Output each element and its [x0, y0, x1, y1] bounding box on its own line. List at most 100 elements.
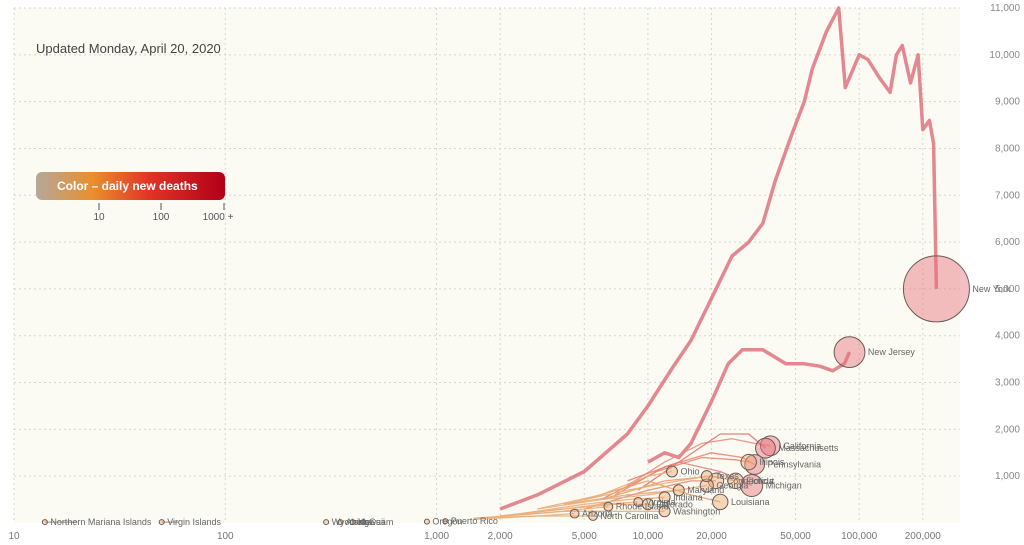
- legend-tick-1000: 1000 +: [203, 212, 234, 223]
- bubble-north-carolina: [588, 511, 598, 521]
- bubble-new-york: [902, 255, 970, 323]
- y-tick-label-3: 4,000: [995, 331, 1020, 342]
- bubble-louisiana: [712, 493, 729, 511]
- bubble-florida: [727, 472, 744, 490]
- bubble-virgin-islands: [158, 519, 165, 526]
- bubble-hawaii: [349, 519, 356, 526]
- color-legend: Color – daily new deaths 10 100 1000 +: [36, 172, 234, 223]
- legend-gradient-bar: [36, 172, 225, 200]
- series-line-louisiana: [584, 480, 721, 503]
- bubble-indiana: [658, 491, 671, 504]
- x-tick-label-1: 100: [217, 531, 234, 542]
- label-connecticut: Connecticut: [727, 476, 775, 486]
- label-alaska: Alaska: [346, 517, 373, 527]
- label-massachusetts: Massachusetts: [778, 443, 839, 453]
- label-new-york: New York: [972, 284, 1011, 294]
- bubble-michigan: [740, 474, 764, 498]
- series-lines: [44, 6, 939, 523]
- y-tick-label-2: 3,000: [995, 378, 1020, 389]
- bubble-maryland: [672, 484, 685, 497]
- series-line-texas: [563, 475, 707, 505]
- series-line-north-carolina: [473, 515, 593, 520]
- x-tick-label-6: 20,000: [696, 531, 727, 542]
- bubbles: [41, 255, 970, 526]
- bubble-illinois: [740, 453, 757, 471]
- series-line-maryland: [537, 489, 679, 510]
- y-tick-label-5: 6,000: [995, 237, 1020, 248]
- bubble-wyoming: [323, 519, 330, 526]
- bubble-ohio: [665, 465, 678, 478]
- bubble-puerto-rico: [442, 518, 449, 525]
- bubble-virginia: [633, 497, 644, 507]
- x-axis-ticks: 10 100 1,000 2,000 5,000 10,000 20,000 50,000 10…: [8, 531, 941, 542]
- label-north-carolina: North Carolina: [600, 511, 658, 521]
- y-tick-label-10: 11,000: [990, 3, 1020, 14]
- label-virginia: Virginia: [646, 497, 676, 507]
- bubble-massachusetts: [755, 437, 776, 459]
- series-line-massachusetts: [637, 433, 766, 491]
- legend-tick-10: 10: [93, 212, 105, 223]
- bubble-new-jersey: [833, 336, 866, 369]
- bubble-northern-mariana-islands: [41, 519, 48, 526]
- series-line-rhode-island: [473, 505, 609, 519]
- y-tick-label-8: 9,000: [995, 97, 1020, 108]
- label-rhode-island: Rhode Island: [616, 502, 669, 512]
- y-tick-label-1: 2,000: [995, 424, 1020, 435]
- bubble-rhode-island: [603, 501, 614, 512]
- x-tick-label-9: 200,000: [905, 531, 942, 542]
- plot-area: [14, 8, 960, 523]
- label-illinois: Illinois: [759, 457, 785, 467]
- label-maryland: Maryland: [687, 485, 724, 495]
- label-indiana: Indiana: [673, 492, 703, 502]
- bubble-alaska: [337, 519, 344, 526]
- label-washington: Washington: [673, 506, 720, 516]
- label-new-jersey: New Jersey: [868, 347, 916, 357]
- series-line-new-york: [499, 6, 939, 511]
- label-guam: Guam: [369, 517, 394, 527]
- legend-tick-100: 100: [153, 212, 170, 223]
- gridlines: [13, 7, 960, 523]
- x-tick-label-7: 50,000: [780, 531, 811, 542]
- label-ohio: Ohio: [680, 467, 699, 477]
- label-california: California: [783, 441, 821, 451]
- y-tick-label-9: 10,000: [989, 50, 1020, 61]
- updated-date: Updated Monday, April 20, 2020: [36, 41, 221, 56]
- y-tick-label-4: 5,000: [995, 284, 1020, 295]
- label-arizona: Arizona: [582, 509, 613, 519]
- x-tick-label-4: 5,000: [572, 531, 597, 542]
- label-florida: Florida: [746, 476, 774, 486]
- bubble-texas: [700, 470, 713, 483]
- label-pennsylvania: Pennsylvania: [768, 459, 822, 469]
- x-tick-label-5: 10,000: [633, 531, 664, 542]
- x-tick-label-3: 2,000: [488, 531, 513, 542]
- label-northern-mariana-islands: Northern Mariana Islands: [50, 517, 152, 527]
- series-labels: New York New Jersey CaliforniaMassachusett…: [50, 284, 1011, 527]
- series-line-georgia: [563, 484, 707, 505]
- series-line-new-jersey: [647, 348, 852, 464]
- label-georgia: Georgia: [716, 481, 748, 491]
- y-tick-label-7: 8,000: [995, 143, 1020, 154]
- label-puerto-rico: Puerto Rico: [451, 516, 498, 526]
- x-tick-label-2: 1,000: [424, 531, 449, 542]
- label-virgin-islands: Virgin Islands: [167, 517, 221, 527]
- y-tick-label-0: 1,000: [995, 471, 1020, 482]
- series-line-ohio: [537, 470, 673, 510]
- legend-title: Color – daily new deaths: [57, 179, 198, 193]
- label-texas: Texas: [715, 471, 739, 481]
- series-line-california: [627, 438, 771, 487]
- bubble-arizona: [569, 508, 580, 519]
- label-oregon: Oregon: [432, 517, 462, 527]
- label-wyoming: Wyoming: [332, 517, 369, 527]
- label-hawaii: Hawaii: [358, 517, 385, 527]
- label-louisiana: Louisiana: [731, 497, 770, 507]
- series-line-virginia: [500, 501, 639, 517]
- series-line-michigan: [627, 461, 752, 487]
- x-tick-label-0: 10: [8, 531, 20, 542]
- bubble-georgia: [699, 478, 714, 493]
- y-axis-ticks: 1,000 2,000 3,000 4,000 5,000 6,000 7,000 8,000…: [989, 3, 1020, 482]
- bubble-oregon: [423, 518, 430, 525]
- bubble-washington: [658, 505, 671, 518]
- label-colorado: Colorado: [656, 499, 693, 509]
